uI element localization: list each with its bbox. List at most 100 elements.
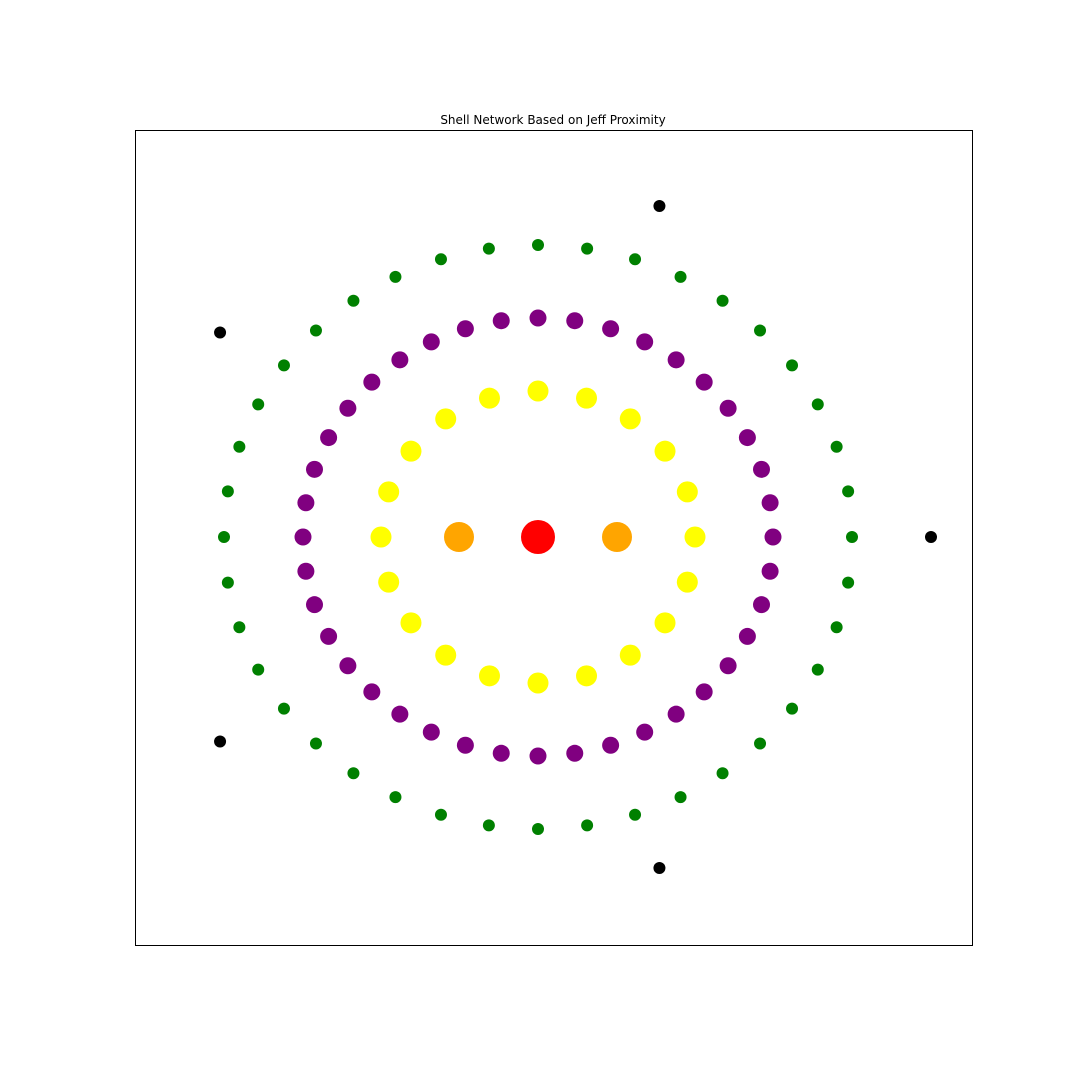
shell-4-node <box>221 485 234 498</box>
shell-4-node <box>389 270 402 283</box>
shell-3-node <box>529 309 547 327</box>
shell-4-node <box>221 576 234 589</box>
shell-3-node <box>529 747 547 765</box>
shell-2-node <box>527 380 549 402</box>
shell-3-node <box>753 460 770 478</box>
shell-3-node <box>297 494 315 512</box>
shell-3-node <box>667 705 685 723</box>
shell-2-node <box>676 481 698 503</box>
shell-3-node <box>320 627 338 645</box>
shell-3-node <box>456 320 474 338</box>
shell-4-node <box>252 398 265 411</box>
shell-4-node <box>674 791 687 804</box>
shell-4-node <box>842 576 855 589</box>
shell-3-node <box>306 596 323 614</box>
shell-4-node <box>434 253 447 266</box>
shell-5-node <box>653 861 666 874</box>
shell-2-node <box>400 612 422 634</box>
figure-title: Shell Network Based on Jeff Proximity <box>440 113 665 127</box>
shell-2-node <box>400 440 422 462</box>
shell-2-node <box>576 665 598 687</box>
shell-4-node <box>842 485 855 498</box>
shell-2-node <box>435 408 457 430</box>
shell-3-node <box>339 399 357 417</box>
shell-4-node <box>811 398 824 411</box>
shell-1-node <box>602 522 632 552</box>
shell-2-node <box>619 644 641 666</box>
shell-4-node <box>233 440 246 453</box>
shell-4-node <box>389 791 402 804</box>
shell-3-node <box>738 627 756 645</box>
shell-4-node <box>846 531 858 543</box>
shell-2-node <box>478 387 500 409</box>
shell-3-node <box>566 744 584 762</box>
shell-4-node <box>716 767 729 780</box>
shell-5-node <box>925 531 937 543</box>
shell-3-node <box>719 657 737 675</box>
shell-4-node <box>277 702 290 715</box>
shell-2-node <box>370 526 392 548</box>
shell-3-node <box>294 528 312 546</box>
shell-3-node <box>363 683 381 701</box>
shell-4-node <box>629 253 642 266</box>
shell-3-node <box>602 320 620 338</box>
shell-4-node <box>309 737 322 750</box>
shell-2-node <box>654 440 676 462</box>
shell-5-node <box>214 326 227 339</box>
shell-5-node <box>214 735 227 748</box>
shell-3-node <box>306 460 323 478</box>
shell-4-node <box>532 239 544 251</box>
shell-3-node <box>391 705 409 723</box>
shell-3-node <box>738 429 756 447</box>
shell-3-node <box>764 528 782 546</box>
shell-3-node <box>761 494 779 512</box>
shell-1-node <box>444 522 474 552</box>
shell-2-node <box>619 408 641 430</box>
shell-2-node <box>478 665 500 687</box>
shell-3-node <box>719 399 737 417</box>
shell-4-node <box>674 270 687 283</box>
shell-3-node <box>456 736 474 754</box>
network-nodes <box>214 200 937 874</box>
shell-3-node <box>492 312 510 330</box>
center-node <box>521 520 555 554</box>
shell-4-node <box>482 819 495 832</box>
shell-3-node <box>422 723 440 741</box>
shell-3-node <box>753 596 770 614</box>
shell-3-node <box>339 657 357 675</box>
shell-4-node <box>786 702 799 715</box>
shell-4-node <box>811 663 824 676</box>
shell-3-node <box>297 562 315 580</box>
shell-4-node <box>830 440 843 453</box>
shell-3-node <box>566 312 584 330</box>
shell-4-node <box>716 294 729 307</box>
shell-4-node <box>629 808 642 821</box>
shell-3-node <box>422 333 440 351</box>
shell-4-node <box>309 324 322 337</box>
shell-4-node <box>830 621 843 634</box>
shell-2-node <box>654 612 676 634</box>
shell-3-node <box>391 351 409 369</box>
shell-3-node <box>761 562 779 580</box>
shell-4-node <box>347 294 360 307</box>
shell-3-node <box>695 683 713 701</box>
shell-2-node <box>378 481 400 503</box>
shell-4-node <box>786 359 799 372</box>
shell-2-node <box>684 526 706 548</box>
shell-3-node <box>695 373 713 391</box>
shell-4-node <box>482 242 495 255</box>
shell-4-node <box>754 737 767 750</box>
shell-3-node <box>492 744 510 762</box>
shell-4-node <box>581 819 594 832</box>
shell-3-node <box>602 736 620 754</box>
shell-4-node <box>434 808 447 821</box>
shell-4-node <box>347 767 360 780</box>
shell-2-node <box>527 672 549 694</box>
shell-3-node <box>667 351 685 369</box>
shell-2-node <box>435 644 457 666</box>
shell-4-node <box>532 823 544 835</box>
shell-4-node <box>233 621 246 634</box>
shell-2-node <box>576 387 598 409</box>
shell-4-node <box>754 324 767 337</box>
